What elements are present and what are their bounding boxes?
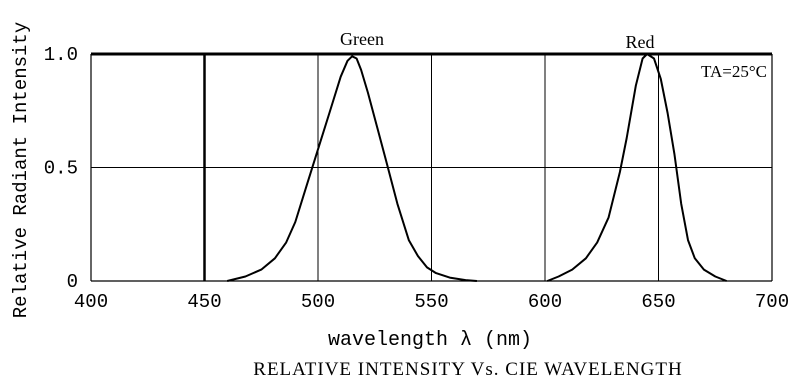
chart-caption: RELATIVE INTENSITY Vs. CIE WAVELENGTH <box>253 359 682 380</box>
series-label-red: Red <box>626 32 655 52</box>
x-axis-label: wavelength λ (nm) <box>328 329 532 352</box>
series-label-green: Green <box>340 29 384 49</box>
temperature-annotation: TA=25°C <box>701 62 767 81</box>
x-tick-label-550: 550 <box>414 291 448 313</box>
x-tick-label-700: 700 <box>755 291 789 313</box>
series-line-green <box>226 55 477 282</box>
tick-layer: 400 450 500 550 600 650 700 0 0.5 1.0 <box>44 44 789 313</box>
x-tick-label-450: 450 <box>187 291 221 313</box>
x-tick-label-650: 650 <box>641 291 675 313</box>
y-tick-label-0_5: 0.5 <box>44 158 78 180</box>
x-tick-label-400: 400 <box>74 291 108 313</box>
x-tick-label-500: 500 <box>301 291 335 313</box>
x-tick-label-600: 600 <box>528 291 562 313</box>
y-tick-label-1_0: 1.0 <box>44 44 78 66</box>
frame-layer <box>90 52 773 282</box>
y-tick-label-0: 0 <box>67 271 78 293</box>
y-axis-label: Relative Radiant Intensity <box>10 22 32 318</box>
grid-layer <box>91 54 772 281</box>
